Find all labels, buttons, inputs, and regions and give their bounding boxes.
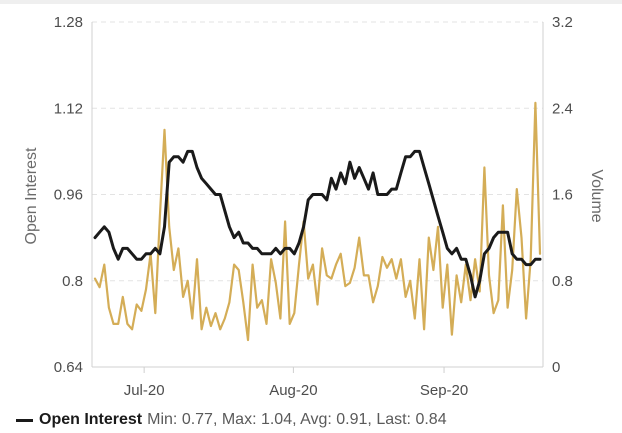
y-left-axis-title: Open Interest: [23, 147, 40, 245]
x-tick-label: Aug-20: [269, 382, 317, 399]
legend-swatch: [16, 418, 33, 422]
y-left-tick-label: 0.8: [62, 273, 83, 290]
axes: [91, 22, 544, 373]
volume-line[interactable]: [93, 101, 542, 342]
y-left-tick-label: 0.96: [54, 187, 83, 204]
tick-labels: 1.28 1.12 0.96 0.8 0.64 3.2 2.4 1.6 0.8 0 Jul-20 Au…: [54, 14, 573, 399]
y-right-tick-label: 2.4: [552, 100, 573, 117]
top-border: [0, 0, 622, 4]
chart: 1.28 1.12 0.96 0.8 0.64 3.2 2.4 1.6 0.8 0 Jul-20 Au…: [23, 14, 605, 399]
y-left-tick-label: 0.64: [54, 359, 83, 376]
open-interest-line[interactable]: [93, 149, 542, 299]
legend[interactable]: Open Interest Min: 0.77, Max: 1.04, Avg:…: [16, 411, 447, 429]
y-left-tick-label: 1.28: [54, 14, 83, 31]
y-right-axis-title: Volume: [588, 169, 605, 222]
y-right-tick-label: 3.2: [552, 14, 573, 31]
legend-stats: Min: 0.77, Max: 1.04, Avg: 0.91, Last: 0…: [147, 411, 447, 428]
legend-series-name: Open Interest: [39, 411, 143, 428]
y-right-tick-label: 0.8: [552, 273, 573, 290]
y-right-tick-label: 0: [552, 359, 560, 376]
y-left-tick-label: 1.12: [54, 100, 83, 117]
y-right-tick-label: 1.6: [552, 187, 573, 204]
series-layer: [93, 101, 542, 342]
x-tick-label: Jul-20: [124, 382, 165, 399]
x-tick-label: Sep-20: [420, 382, 468, 399]
